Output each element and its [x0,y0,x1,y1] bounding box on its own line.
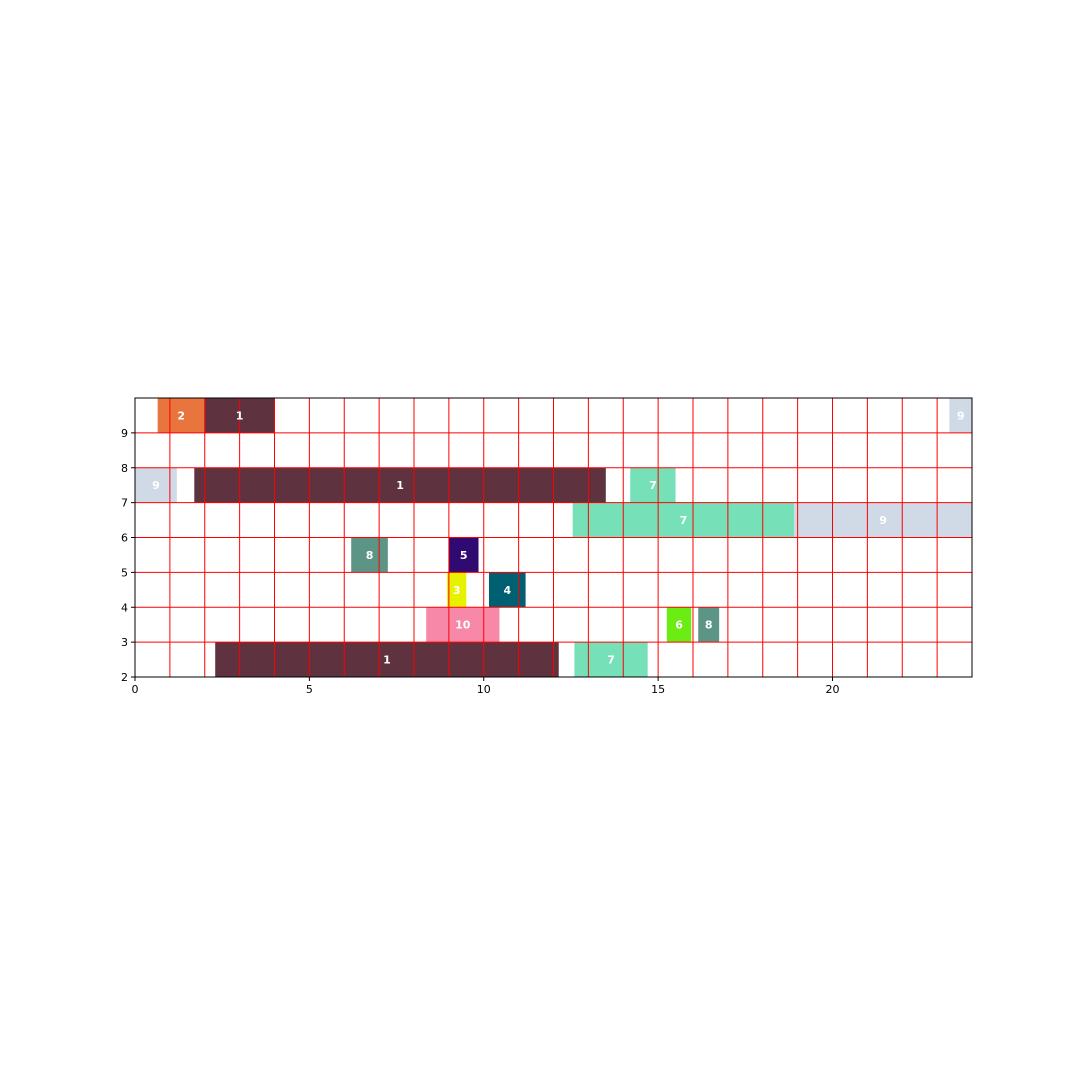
bar-6 [572,502,795,538]
x-tick-label-10: 10 [477,683,491,696]
x-tick-label-20: 20 [826,683,840,696]
bar-label-9: 5 [460,549,468,562]
y-tick-label-2: 2 [121,671,128,684]
bar-7 [794,502,972,538]
bar-label-10: 3 [453,584,461,597]
bar-label-12: 10 [455,619,471,632]
bar-11 [488,572,526,608]
bar-13 [666,607,692,643]
bar-label-2: 9 [957,409,965,422]
bar-label-16: 7 [607,654,615,667]
bar-labels-layer: 2 1 9 9 1 7 7 9 8 5 3 4 10 6 8 1 7 [152,409,964,666]
y-tick-label-6: 6 [121,532,128,545]
bar-14 [698,607,720,643]
y-tick-label-3: 3 [121,636,128,649]
bar-label-6: 7 [680,514,688,527]
y-tick-label-5: 5 [121,566,128,579]
bar-0 [157,398,205,433]
bar-label-0: 2 [177,409,185,422]
bar-8 [351,537,388,573]
bar-label-13: 6 [675,619,683,632]
bar-2 [949,398,972,433]
y-tick-label-4: 4 [121,601,128,614]
bar-label-5: 7 [649,479,657,492]
y-tick-label-8: 8 [121,462,128,475]
bar-16 [574,642,648,677]
bar-label-11: 4 [503,584,511,597]
bar-label-3: 9 [152,479,160,492]
bar-label-1: 1 [236,409,244,422]
bar-4 [194,467,606,503]
x-tick-label-15: 15 [651,683,665,696]
bar-label-4: 1 [396,479,404,492]
x-tick-label-0: 0 [132,683,139,696]
bar-5 [630,467,676,503]
bar-15 [215,642,559,677]
y-tick-label-7: 7 [121,497,128,510]
bar-9 [448,537,479,573]
bar-10 [447,572,467,608]
y-tick-label-9: 9 [121,427,128,440]
bars-layer [135,398,972,677]
bar-label-8: 8 [366,549,374,562]
bar-label-14: 8 [705,619,713,632]
bar-12 [426,607,500,643]
bar-label-15: 1 [383,654,391,667]
x-tick-label-5: 5 [306,683,313,696]
bar-label-7: 9 [879,514,887,527]
